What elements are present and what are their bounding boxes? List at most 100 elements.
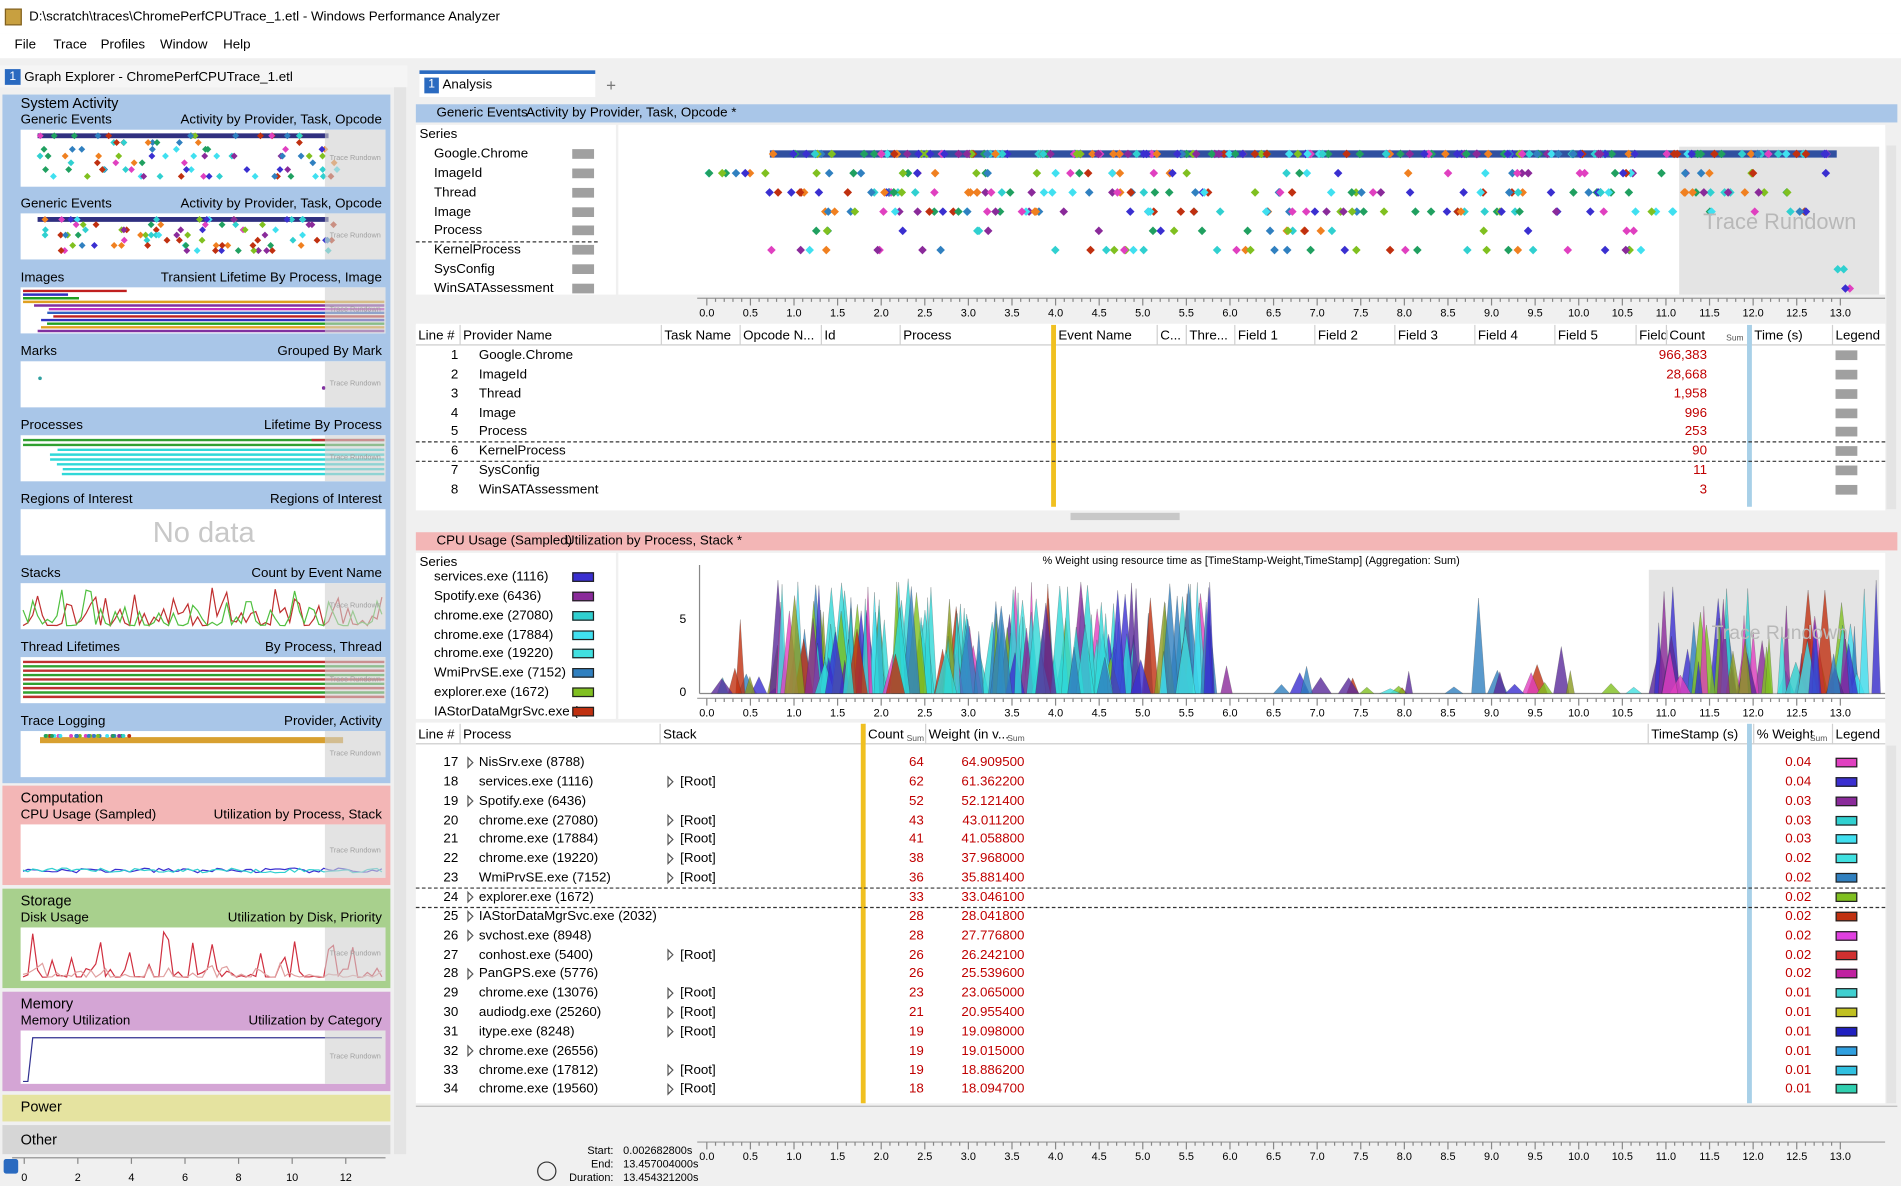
column-header[interactable]: Task Name	[664, 328, 732, 344]
graph-thumbnail[interactable]	[20, 509, 386, 556]
time-axis-label: 11.0	[1655, 706, 1677, 719]
series-swatch	[572, 591, 595, 602]
thumb-dot	[43, 733, 48, 738]
series-name[interactable]: Google.Chrome	[434, 146, 529, 162]
graph-thumbnail[interactable]	[20, 361, 386, 408]
add-tab[interactable]: +	[606, 74, 616, 94]
group-title[interactable]: Computation	[20, 788, 104, 806]
legend-swatch	[1835, 1026, 1858, 1037]
menu-item[interactable]: Trace	[53, 37, 87, 53]
graph-thumbnail[interactable]	[20, 1030, 386, 1084]
cpu-table-header	[415, 723, 1886, 745]
event-marker	[910, 188, 920, 197]
cpu-spike	[1871, 580, 1881, 694]
thumbnail-graph	[38, 361, 386, 408]
series-name[interactable]: KernelProcess	[434, 242, 521, 258]
series-name[interactable]: SysConfig	[434, 261, 495, 277]
column-sep	[739, 324, 741, 346]
cpu-spike	[1777, 626, 1787, 694]
column-header[interactable]: Legend	[1835, 328, 1881, 344]
menu-item[interactable]: File	[14, 37, 37, 53]
series-name[interactable]: services.exe (1116)	[434, 569, 549, 585]
preset-selector[interactable]: Activity by Provider, Task, Opcode *	[526, 105, 737, 121]
series-name[interactable]: WinSATAssessment	[434, 281, 554, 296]
series-name[interactable]: WmiPrvSE.exe (7152)	[434, 665, 566, 681]
column-header[interactable]: Field 4	[1477, 328, 1518, 344]
preset-selector[interactable]: Utilization by Process, Stack *	[564, 533, 743, 548]
column-header[interactable]: Weight (in v...	[928, 727, 1009, 742]
series-name[interactable]: chrome.exe (27080)	[434, 608, 554, 623]
line-number: 5	[450, 424, 459, 440]
count: 62	[908, 774, 924, 790]
series-name[interactable]: explorer.exe (1672)	[434, 685, 549, 700]
series-name[interactable]: Spotify.exe (6436)	[434, 589, 542, 604]
event-marker	[1300, 226, 1310, 236]
series-name[interactable]: Image	[434, 204, 472, 219]
column-header[interactable]: Opcode N...	[743, 328, 815, 344]
column-header[interactable]: % Weight	[1756, 727, 1814, 742]
series-name[interactable]: chrome.exe (17884)	[434, 627, 554, 643]
column-header[interactable]: Field 1	[1237, 328, 1278, 344]
percent-weight: 0.02	[1785, 851, 1812, 866]
column-header[interactable]: Process	[463, 727, 512, 742]
expander	[667, 775, 674, 789]
chart-caption: % Weight using resource time as [TimeSta…	[1042, 554, 1460, 567]
column-header[interactable]: Field 3	[1397, 328, 1438, 344]
series-name[interactable]: chrome.exe (19220)	[434, 646, 554, 662]
group-title[interactable]: System Activity	[20, 93, 119, 111]
column-sep	[1753, 723, 1755, 745]
series-name[interactable]: Process	[434, 223, 483, 239]
expander	[467, 794, 474, 808]
column-header[interactable]: Process	[903, 328, 952, 344]
column-header[interactable]: Field 5	[1557, 328, 1598, 344]
event-marker	[1275, 188, 1285, 197]
graph-thumbnail[interactable]	[20, 287, 386, 334]
time-axis-label: 6.0	[1222, 306, 1238, 319]
column-header[interactable]: Field	[1639, 328, 1669, 344]
time-axis-label: 8.5	[1440, 1150, 1456, 1163]
series-name[interactable]: Thread	[434, 185, 477, 200]
column-header[interactable]: Stack	[663, 727, 697, 742]
series-name[interactable]: IAStorDataMgrSvc.exe (...	[434, 704, 589, 719]
group-title[interactable]: Memory	[20, 994, 74, 1012]
column-header[interactable]: Time (s)	[1754, 328, 1803, 344]
menu-item[interactable]: Profiles	[100, 37, 146, 53]
column-header[interactable]: Thre...	[1189, 328, 1228, 344]
group-title[interactable]: Power	[20, 1097, 62, 1115]
column-header[interactable]: TimeStamp (s)	[1651, 727, 1739, 742]
selection-line	[415, 441, 1886, 443]
column-header[interactable]: Line #	[418, 727, 455, 742]
menu-item[interactable]: Window	[160, 37, 208, 53]
event-marker	[821, 245, 831, 255]
series-swatch	[572, 187, 595, 198]
graph-preset: Provider, Activity	[284, 714, 382, 729]
column-header[interactable]: Id	[824, 328, 836, 344]
column-header[interactable]: Count	[1669, 328, 1706, 344]
event-marker	[1624, 188, 1634, 197]
column-header[interactable]: Event Name	[1058, 328, 1132, 344]
event-marker	[1164, 188, 1174, 197]
cpu-spike	[1839, 628, 1850, 694]
cpu-spike	[1220, 665, 1233, 694]
series-name[interactable]: ImageId	[434, 165, 483, 181]
column-header[interactable]: Line #	[418, 328, 455, 344]
time-axis-label: 8.5	[1440, 706, 1456, 719]
tab-label[interactable]: Analysis	[442, 77, 493, 93]
time-axis-label: 1.0	[786, 706, 802, 719]
group-title[interactable]: Other	[20, 1130, 58, 1148]
event-marker	[1443, 168, 1453, 178]
percent-weight: 0.02	[1785, 889, 1812, 905]
group-title[interactable]: Storage	[20, 891, 72, 909]
column-header[interactable]: Field 2	[1317, 328, 1358, 344]
column-header[interactable]: Legend	[1835, 727, 1881, 742]
column-header[interactable]: Count	[868, 727, 904, 742]
column-header[interactable]: Provider Name	[463, 328, 553, 344]
column-header[interactable]: C...	[1160, 328, 1181, 344]
cpu-spike	[1764, 636, 1774, 694]
event-marker	[1027, 188, 1036, 197]
event-marker	[1176, 207, 1186, 216]
event-marker	[930, 168, 940, 178]
graph-preset: Transient Lifetime By Process, Image	[160, 270, 382, 285]
menu-item[interactable]: Help	[223, 37, 251, 53]
thumbnail-graph	[23, 657, 386, 704]
